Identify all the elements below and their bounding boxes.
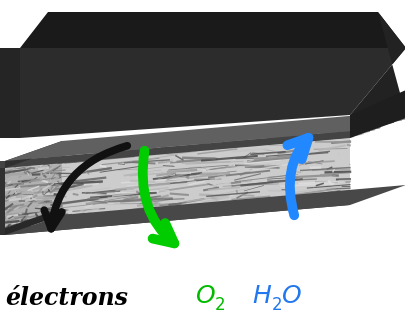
Polygon shape bbox=[0, 168, 5, 235]
Polygon shape bbox=[349, 90, 405, 138]
Text: $\mathit{O}$: $\mathit{O}$ bbox=[194, 284, 215, 308]
Polygon shape bbox=[5, 148, 62, 228]
Polygon shape bbox=[5, 131, 349, 168]
Polygon shape bbox=[20, 48, 405, 138]
Polygon shape bbox=[5, 138, 349, 228]
Polygon shape bbox=[0, 48, 20, 138]
Polygon shape bbox=[5, 198, 349, 235]
Polygon shape bbox=[20, 12, 405, 48]
Polygon shape bbox=[5, 185, 405, 235]
Text: $\mathit{2}$: $\mathit{2}$ bbox=[270, 297, 281, 314]
Polygon shape bbox=[0, 161, 5, 168]
Polygon shape bbox=[5, 118, 405, 168]
Polygon shape bbox=[5, 111, 405, 161]
Text: $\mathit{H}$: $\mathit{H}$ bbox=[252, 284, 271, 308]
Polygon shape bbox=[349, 12, 405, 115]
Text: $\mathit{O}$: $\mathit{O}$ bbox=[280, 284, 301, 308]
Text: électrons: électrons bbox=[5, 286, 128, 310]
Polygon shape bbox=[5, 208, 62, 235]
Text: $\mathit{2}$: $\mathit{2}$ bbox=[213, 297, 224, 314]
Polygon shape bbox=[5, 141, 62, 168]
